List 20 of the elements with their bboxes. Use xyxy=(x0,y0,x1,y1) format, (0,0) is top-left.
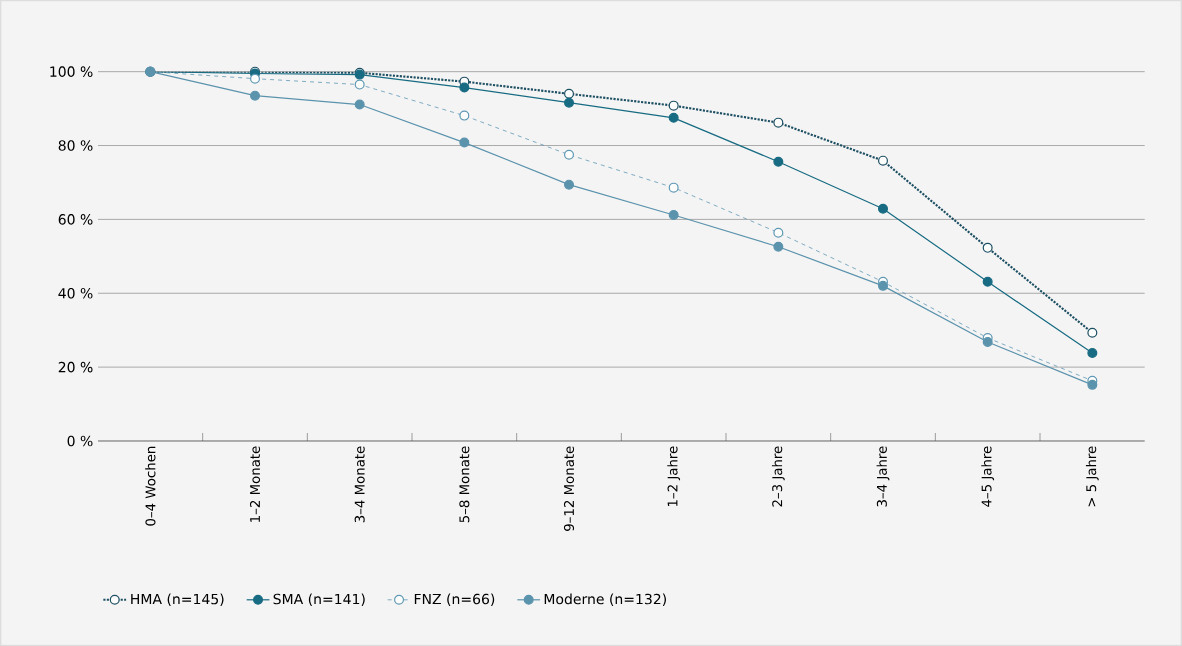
x-tick-label: 5–8 Monate xyxy=(459,446,470,523)
x-tick-label: 1–2 Monate xyxy=(249,446,261,522)
x-tick-label: 3–4 Monate xyxy=(354,446,365,523)
x-tick-label: 3–4 Jahre xyxy=(876,446,890,507)
x-tick-label: 0–4 Wochen xyxy=(145,446,156,526)
x-tick-label: > 5 Jahre xyxy=(1085,446,1099,507)
y-tick-label: 80 % xyxy=(58,140,93,151)
x-tick-label: 2–3 Jahre xyxy=(771,446,785,507)
legend-label: HMA (n=145) xyxy=(131,593,224,606)
y-tick-label: 20 % xyxy=(58,361,93,373)
y-tick-label: 60 % xyxy=(58,214,93,225)
x-tick-label: 4–5 Jahre xyxy=(981,446,995,507)
y-tick-label: 0 % xyxy=(67,435,93,447)
x-tick-label: 9–12 Monate xyxy=(563,446,575,531)
x-tick-label: 1–2 Jahre xyxy=(667,446,681,507)
legend-label: SMA (n=141) xyxy=(273,593,365,606)
legend-label: Moderne (n=132) xyxy=(544,593,666,606)
y-tick-label: 40 % xyxy=(58,287,93,299)
y-tick-label: 100 % xyxy=(50,66,93,77)
legend-label: FNZ (n=66) xyxy=(414,593,495,606)
